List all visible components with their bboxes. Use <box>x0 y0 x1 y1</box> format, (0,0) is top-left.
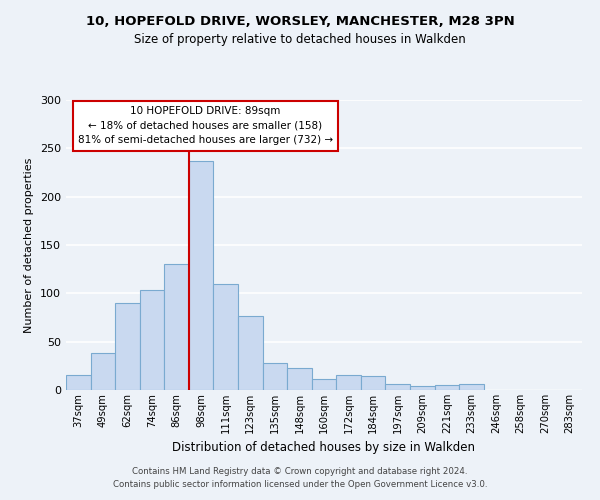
Bar <box>140 290 164 390</box>
Bar <box>459 384 484 390</box>
Bar <box>287 368 312 390</box>
Text: Contains public sector information licensed under the Open Government Licence v3: Contains public sector information licen… <box>113 480 487 489</box>
Bar <box>263 363 287 390</box>
Bar <box>164 264 189 390</box>
Bar <box>238 316 263 390</box>
Text: 10 HOPEFOLD DRIVE: 89sqm
← 18% of detached houses are smaller (158)
81% of semi-: 10 HOPEFOLD DRIVE: 89sqm ← 18% of detach… <box>78 106 333 146</box>
Bar <box>189 161 214 390</box>
Bar <box>434 385 459 390</box>
X-axis label: Distribution of detached houses by size in Walkden: Distribution of detached houses by size … <box>173 442 476 454</box>
Bar <box>214 284 238 390</box>
Text: 10, HOPEFOLD DRIVE, WORSLEY, MANCHESTER, M28 3PN: 10, HOPEFOLD DRIVE, WORSLEY, MANCHESTER,… <box>86 15 514 28</box>
Bar <box>361 376 385 390</box>
Bar <box>410 386 434 390</box>
Text: Contains HM Land Registry data © Crown copyright and database right 2024.: Contains HM Land Registry data © Crown c… <box>132 467 468 476</box>
Bar <box>336 374 361 390</box>
Bar <box>91 354 115 390</box>
Bar <box>312 380 336 390</box>
Text: Size of property relative to detached houses in Walkden: Size of property relative to detached ho… <box>134 32 466 46</box>
Bar <box>115 303 140 390</box>
Y-axis label: Number of detached properties: Number of detached properties <box>25 158 34 332</box>
Bar <box>385 384 410 390</box>
Bar <box>66 374 91 390</box>
